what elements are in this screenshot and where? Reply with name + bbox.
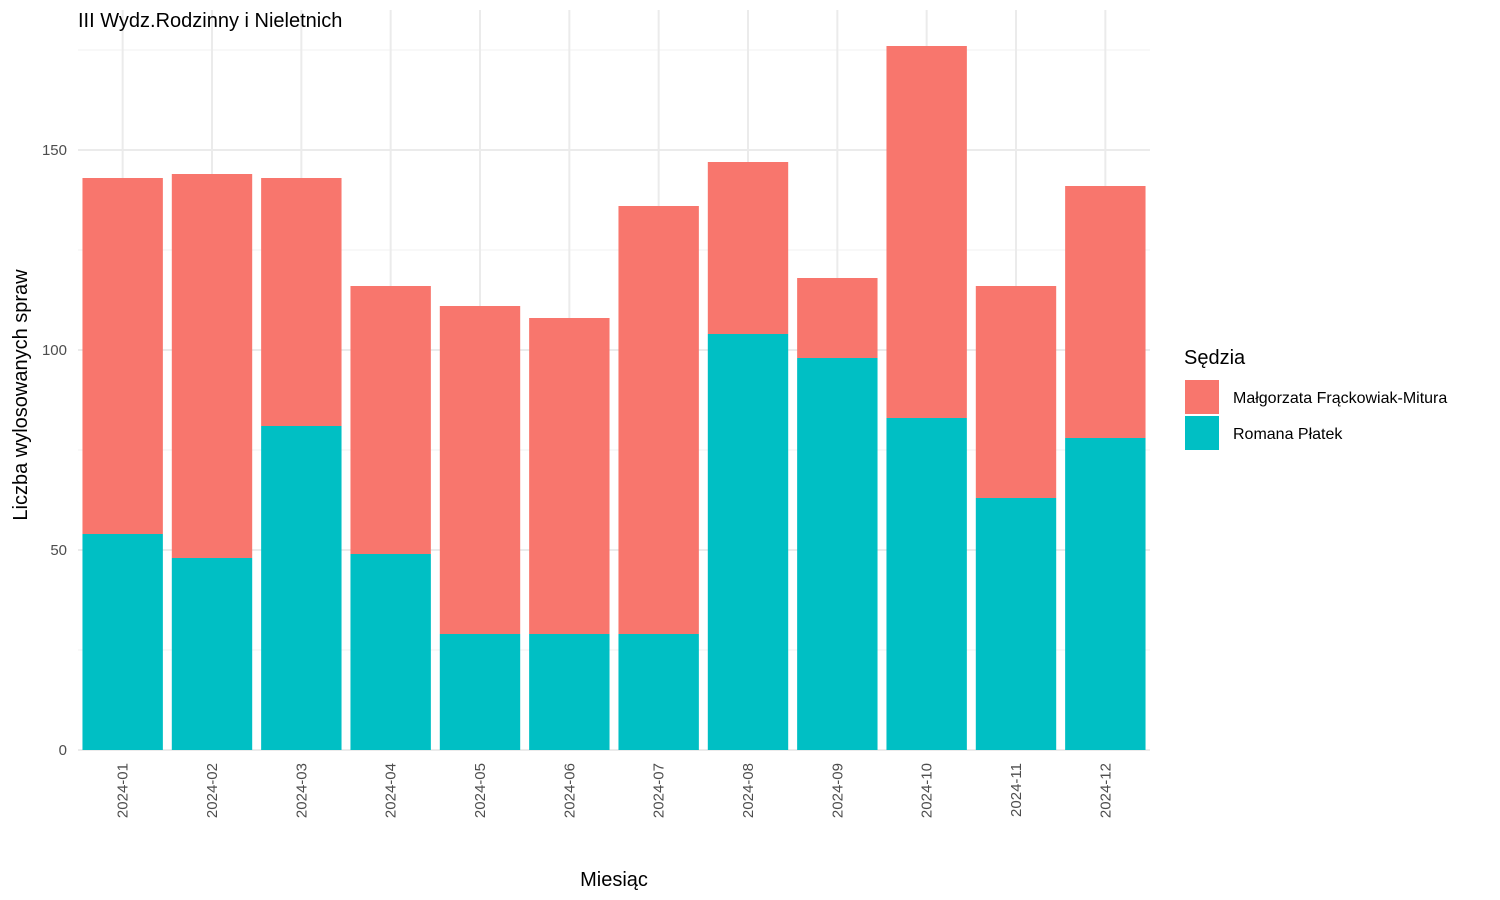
chart-title: III Wydz.Rodzinny i Nieletnich (78, 10, 342, 32)
y-axis-title: Liczba wylosowanych spraw (10, 269, 32, 521)
legend: Sędzia Małgorzata Frąckowiak-Mitura Roman… (1184, 347, 1447, 450)
bar-2024-07-series-2 (618, 634, 699, 750)
y-tick-label: 150 (42, 142, 67, 159)
legend-label-1: Małgorzata Frąckowiak-Mitura (1233, 390, 1447, 407)
bar-2024-11-series-1 (975, 286, 1057, 498)
bar-2024-08-series-2 (707, 334, 789, 750)
x-tick-label: 2024-07 (651, 763, 668, 818)
bar-2024-10-series-2 (886, 418, 967, 750)
y-axis-ticks: 0 50 100 150 (42, 142, 67, 759)
x-tick-label: 2024-04 (383, 763, 400, 818)
bar-2024-03-series-1 (261, 178, 342, 426)
y-tick-label: 0 (59, 742, 67, 759)
bar-2024-05-series-1 (439, 306, 521, 634)
bar-2024-09-series-1 (797, 278, 878, 358)
bar-2024-02-series-1 (171, 174, 253, 558)
legend-key-1 (1185, 380, 1219, 414)
x-tick-label: 2024-10 (919, 763, 936, 818)
bar-2024-07-series-1 (618, 206, 699, 634)
bar-2024-10-series-1 (886, 46, 967, 418)
bar-2024-11-series-2 (975, 498, 1057, 750)
bar-2024-01-series-2 (82, 534, 163, 750)
x-tick-label: 2024-02 (204, 763, 221, 818)
x-tick-label: 2024-01 (115, 763, 132, 818)
bar-2024-01-series-1 (82, 178, 163, 534)
bar-2024-08-series-1 (707, 162, 789, 334)
x-tick-label: 2024-12 (1097, 763, 1114, 818)
bar-2024-05-series-2 (439, 634, 521, 750)
bar-2024-06-series-2 (529, 634, 610, 750)
bars (82, 46, 1146, 750)
bar-2024-04-series-2 (350, 554, 431, 750)
legend-title: Sędzia (1184, 347, 1246, 369)
x-tick-label: 2024-11 (1008, 763, 1025, 817)
y-tick-label: 100 (42, 342, 67, 359)
bar-2024-02-series-2 (171, 558, 253, 750)
bar-2024-03-series-2 (261, 426, 342, 750)
legend-key-2 (1185, 416, 1219, 450)
x-tick-label: 2024-05 (472, 763, 489, 818)
bar-2024-06-series-1 (529, 318, 610, 634)
bar-2024-12-series-2 (1065, 438, 1146, 750)
x-axis-title: Miesiąc (580, 869, 648, 891)
y-tick-label: 50 (50, 542, 67, 559)
x-tick-label: 2024-03 (293, 763, 310, 818)
legend-label-2: Romana Płatek (1233, 426, 1343, 443)
bar-2024-09-series-2 (797, 358, 878, 750)
x-axis-ticks: 2024-01 2024-02 2024-03 2024-04 2024-05 2024-… (115, 763, 1115, 818)
x-tick-label: 2024-06 (561, 763, 578, 818)
bar-2024-12-series-1 (1065, 186, 1146, 438)
x-tick-label: 2024-08 (740, 763, 757, 818)
bar-2024-04-series-1 (350, 286, 431, 554)
grid-minor (78, 49, 1150, 651)
x-tick-label: 2024-09 (829, 763, 846, 818)
